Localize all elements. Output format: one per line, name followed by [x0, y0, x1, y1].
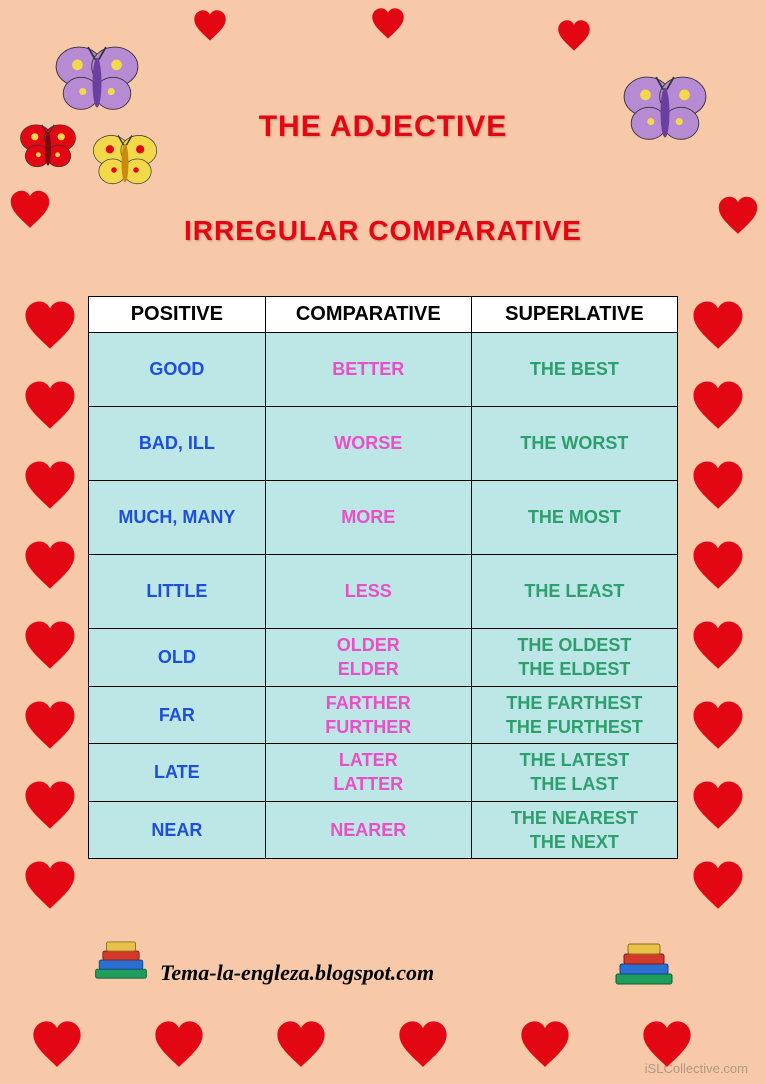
cell-superlative: THE MOST [471, 481, 677, 555]
cell-positive: LATE [89, 744, 266, 802]
heart-icon [690, 618, 746, 674]
subtitle: IRREGULAR COMPARATIVE [0, 215, 766, 247]
heart-icon [22, 698, 78, 754]
heart-icon [396, 1018, 450, 1072]
cell-superlative: THE FARTHESTTHE FURTHEST [471, 686, 677, 744]
heart-icon [690, 698, 746, 754]
table-row: LATELATERLATTERTHE LATESTTHE LAST [89, 744, 678, 802]
butterfly-icon [620, 70, 710, 155]
cell-superlative: THE WORST [471, 407, 677, 481]
heart-icon [370, 6, 406, 42]
books-icon [612, 942, 676, 993]
footer-link: Tema-la-engleza.blogspot.com [160, 960, 434, 986]
heart-icon [22, 778, 78, 834]
cell-positive: BAD, ILL [89, 407, 266, 481]
heart-icon [22, 458, 78, 514]
heart-icon [690, 858, 746, 914]
cell-positive: LITTLE [89, 555, 266, 629]
heart-icon [22, 538, 78, 594]
cell-positive: OLD [89, 629, 266, 687]
table-row: LITTLELESSTHE LEAST [89, 555, 678, 629]
cell-superlative: THE OLDESTTHE ELDEST [471, 629, 677, 687]
table-row: OLDOLDERELDERTHE OLDESTTHE ELDEST [89, 629, 678, 687]
heart-icon [22, 618, 78, 674]
books-icon [92, 940, 150, 987]
comparative-table: POSITIVE COMPARATIVE SUPERLATIVE GOODBET… [88, 296, 678, 859]
cell-superlative: THE NEARESTTHE NEXT [471, 801, 677, 859]
heart-icon [22, 378, 78, 434]
heart-icon [690, 778, 746, 834]
heart-icon [690, 378, 746, 434]
header-superlative: SUPERLATIVE [471, 297, 677, 333]
header-comparative: COMPARATIVE [265, 297, 471, 333]
table-row: MUCH, MANYMORETHE MOST [89, 481, 678, 555]
butterfly-icon [18, 120, 78, 179]
table-row: FARFARTHERFURTHERTHE FARTHESTTHE FURTHES… [89, 686, 678, 744]
cell-comparative: FARTHERFURTHER [265, 686, 471, 744]
cell-comparative: OLDERELDER [265, 629, 471, 687]
heart-icon [518, 1018, 572, 1072]
heart-icon [690, 298, 746, 354]
cell-positive: FAR [89, 686, 266, 744]
cell-comparative: LATERLATTER [265, 744, 471, 802]
cell-comparative: NEARER [265, 801, 471, 859]
butterfly-icon [52, 40, 142, 125]
heart-icon [716, 194, 760, 238]
butterfly-icon [90, 130, 160, 197]
heart-icon [274, 1018, 328, 1072]
cell-comparative: WORSE [265, 407, 471, 481]
table-row: BAD, ILLWORSETHE WORST [89, 407, 678, 481]
cell-comparative: MORE [265, 481, 471, 555]
heart-icon [640, 1018, 694, 1072]
heart-icon [8, 188, 52, 232]
cell-superlative: THE BEST [471, 333, 677, 407]
cell-positive: MUCH, MANY [89, 481, 266, 555]
cell-positive: NEAR [89, 801, 266, 859]
heart-icon [690, 458, 746, 514]
heart-icon [556, 18, 592, 54]
adjective-table: POSITIVE COMPARATIVE SUPERLATIVE GOODBET… [88, 296, 678, 859]
heart-icon [192, 8, 228, 44]
heart-icon [152, 1018, 206, 1072]
cell-comparative: LESS [265, 555, 471, 629]
cell-superlative: THE LATESTTHE LAST [471, 744, 677, 802]
heart-icon [690, 538, 746, 594]
cell-positive: GOOD [89, 333, 266, 407]
heart-icon [22, 298, 78, 354]
table-row: GOODBETTERTHE BEST [89, 333, 678, 407]
cell-superlative: THE LEAST [471, 555, 677, 629]
heart-icon [22, 858, 78, 914]
cell-comparative: BETTER [265, 333, 471, 407]
heart-icon [30, 1018, 84, 1072]
table-row: NEARNEARERTHE NEARESTTHE NEXT [89, 801, 678, 859]
header-positive: POSITIVE [89, 297, 266, 333]
